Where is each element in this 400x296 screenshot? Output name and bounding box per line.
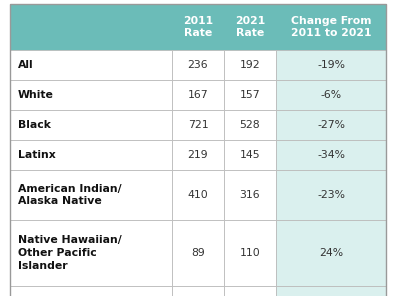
- Text: Black: Black: [18, 120, 51, 130]
- Text: Latinx: Latinx: [18, 150, 56, 160]
- Bar: [224, 4, 276, 50]
- Bar: [10, 4, 172, 50]
- Bar: [10, 50, 172, 80]
- Bar: [172, 140, 224, 170]
- Bar: [172, 80, 224, 110]
- Text: 192: 192: [240, 60, 260, 70]
- Bar: [10, 4, 386, 296]
- Text: 219: 219: [188, 150, 208, 160]
- Bar: [10, 220, 172, 286]
- Text: Change From
2011 to 2021: Change From 2011 to 2021: [291, 16, 371, 38]
- Bar: [276, 140, 386, 170]
- Text: 110: 110: [240, 248, 260, 258]
- Text: 316: 316: [240, 190, 260, 200]
- Bar: [276, 220, 386, 286]
- Text: 528: 528: [240, 120, 260, 130]
- Bar: [224, 50, 276, 80]
- Text: White: White: [18, 90, 54, 100]
- Bar: [276, 110, 386, 140]
- Bar: [276, 4, 386, 50]
- Text: 721: 721: [188, 120, 208, 130]
- Text: All: All: [18, 60, 34, 70]
- Text: 167: 167: [188, 90, 208, 100]
- Text: 157: 157: [240, 90, 260, 100]
- Text: 24%: 24%: [319, 248, 343, 258]
- Bar: [224, 140, 276, 170]
- Text: 145: 145: [240, 150, 260, 160]
- Text: 410: 410: [188, 190, 208, 200]
- Bar: [10, 170, 172, 220]
- Bar: [276, 80, 386, 110]
- Text: -34%: -34%: [317, 150, 345, 160]
- Bar: [172, 170, 224, 220]
- Text: 2011
Rate: 2011 Rate: [183, 16, 213, 38]
- Bar: [10, 110, 172, 140]
- Text: -23%: -23%: [317, 190, 345, 200]
- Text: 2021
Rate: 2021 Rate: [235, 16, 265, 38]
- Text: -6%: -6%: [320, 90, 342, 100]
- Text: -19%: -19%: [317, 60, 345, 70]
- Text: 89: 89: [191, 248, 205, 258]
- Bar: [276, 286, 386, 296]
- Bar: [276, 170, 386, 220]
- Bar: [224, 220, 276, 286]
- Bar: [224, 110, 276, 140]
- Bar: [10, 140, 172, 170]
- Bar: [172, 110, 224, 140]
- Bar: [172, 4, 224, 50]
- Bar: [10, 80, 172, 110]
- Text: 236: 236: [188, 60, 208, 70]
- Bar: [224, 170, 276, 220]
- Text: American Indian/
Alaska Native: American Indian/ Alaska Native: [18, 184, 122, 206]
- Bar: [224, 80, 276, 110]
- Bar: [10, 286, 172, 296]
- Bar: [224, 286, 276, 296]
- Text: Native Hawaiian/
Other Pacific
Islander: Native Hawaiian/ Other Pacific Islander: [18, 235, 122, 271]
- Bar: [172, 220, 224, 286]
- Bar: [172, 286, 224, 296]
- Bar: [172, 50, 224, 80]
- Text: -27%: -27%: [317, 120, 345, 130]
- Bar: [276, 50, 386, 80]
